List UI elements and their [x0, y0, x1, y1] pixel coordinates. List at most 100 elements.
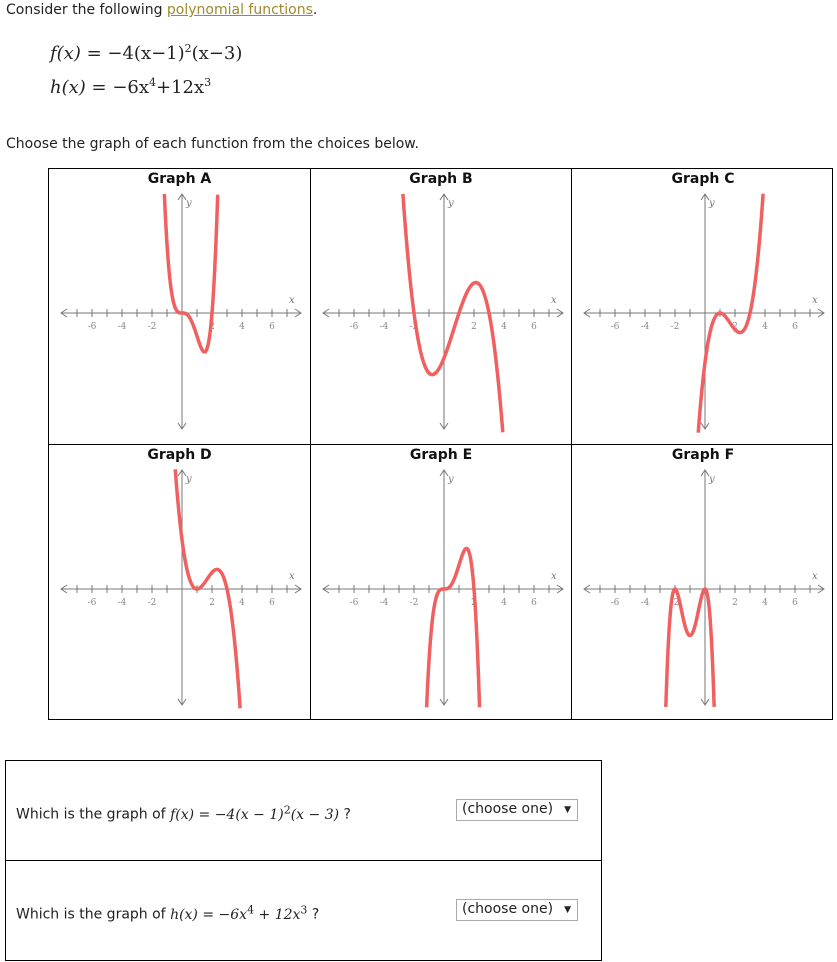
x-tick-label: 6: [792, 598, 798, 608]
function-curve: [424, 546, 482, 708]
function-curve: [664, 587, 716, 707]
f-exp: 2: [184, 42, 192, 55]
select-value: (choose one): [462, 801, 554, 817]
y-axis-arrows: [177, 193, 187, 430]
question-math: f(x) = −4(x − 1)2(x − 3): [170, 803, 340, 823]
x-tick-label: 4: [762, 598, 768, 608]
math-main: h(x) = −6x: [170, 906, 248, 923]
polynomial-functions-link[interactable]: polynomial functions: [166, 2, 313, 18]
x-tick-label: 6: [792, 322, 798, 332]
y-axis-arrows: [700, 193, 710, 430]
y-axis-arrows: [700, 469, 710, 706]
x-tick-label: -2: [671, 598, 680, 608]
math-rest: + 12x: [254, 906, 301, 923]
function-curve: [401, 193, 505, 434]
y-axis-arrows: [439, 193, 449, 430]
question-text: Which is the graph of h(x) = −6x4 + 12x3…: [16, 903, 319, 923]
question-prefix: Which is the graph of: [16, 806, 171, 823]
h-exp2: 3: [204, 76, 212, 89]
intro-text: Consider the following polynomial functi…: [6, 2, 317, 18]
question-suffix: ?: [339, 806, 351, 823]
x-tick-label: -6: [88, 322, 97, 332]
graph-cell-e: Graph E -6 -4 -2 2 4 6 x y: [311, 445, 572, 719]
y-axis-arrows: [177, 469, 187, 706]
x-axis-arrows: [322, 584, 564, 594]
x-tick-label: -4: [641, 598, 650, 608]
select-value: (choose one): [462, 901, 554, 917]
y-axis-label: y: [185, 474, 192, 485]
f-rhs2: (x−3): [191, 43, 243, 64]
graph-select-h[interactable]: (choose one) ▼: [456, 899, 578, 921]
x-tick-label: 4: [501, 322, 507, 332]
y-axis-label: y: [708, 474, 715, 485]
math-rest: (x − 3): [290, 806, 340, 823]
x-tick-label: -6: [350, 322, 359, 332]
graph-title: Graph F: [671, 447, 735, 463]
graph-plot: -6 -4 -2 2 4 6xy: [322, 193, 564, 434]
graph-plot: -6 -4 -2 2 4 6xy: [60, 193, 302, 430]
x-tick-label: 6: [269, 598, 275, 608]
x-axis-arrows: [60, 584, 302, 594]
h-mid: +12x: [156, 77, 205, 98]
x-tick-label: 6: [531, 322, 537, 332]
y-axis-label: y: [447, 474, 454, 485]
dropdown-arrow-icon: ▼: [564, 805, 571, 815]
x-tick-label: -2: [671, 322, 680, 332]
x-axis-arrows: [583, 584, 825, 594]
x-axis-label: x: [551, 295, 557, 306]
x-tick-label: 2: [732, 598, 738, 608]
graph-title: Graph C: [671, 171, 735, 187]
math-main: f(x) = −4(x − 1): [170, 806, 284, 823]
graph-title: Graph A: [147, 171, 212, 187]
graph-cell-f: Graph F -6 -4 -2 2 4 6 x y: [572, 445, 832, 719]
x-tick-label: -4: [118, 322, 127, 332]
graph-cell-d: Graph D -6 -4 -2 2 4 6 x y: [49, 445, 311, 719]
question-row-f: Which is the graph of f(x) = −4(x − 1)2(…: [6, 761, 601, 860]
question-math: h(x) = −6x4 + 12x3: [170, 903, 307, 923]
x-tick-label: -6: [350, 598, 359, 608]
x-tick-label: 4: [239, 598, 245, 608]
formula-f: f(x) = −4(x−1)2(x−3): [50, 42, 243, 64]
x-tick-label: 6: [531, 598, 537, 608]
dropdown-arrow-icon: ▼: [564, 905, 571, 915]
x-tick-label: -6: [611, 322, 620, 332]
y-axis-arrows: [439, 469, 449, 706]
x-axis-arrows: [583, 308, 825, 318]
h-lhs: h(x): [50, 77, 86, 98]
x-axis-label: x: [289, 295, 295, 306]
question-suffix: ?: [307, 906, 320, 923]
x-tick-label: -2: [410, 322, 419, 332]
x-tick-label: 2: [209, 598, 215, 608]
function-curve: [696, 193, 765, 434]
x-tick-label: -6: [611, 598, 620, 608]
x-tick-label: 2: [471, 322, 477, 332]
f-rhs: −4(x−1): [107, 43, 185, 64]
x-tick-label: -4: [380, 598, 389, 608]
x-tick-label: 6: [269, 322, 275, 332]
x-tick-label: -2: [410, 598, 419, 608]
graph-plot: -6 -4 -2 2 4 6 x y: [60, 468, 302, 709]
graph-cell-a: Graph A -6 -4 -2 2 4 6 x y: [49, 169, 311, 445]
x-axis-label: x: [812, 571, 818, 582]
graph-title: Graph D: [147, 447, 212, 463]
graph-title: Graph E: [409, 447, 473, 463]
x-axis-arrows: [60, 308, 302, 318]
x-tick-label: -4: [380, 322, 389, 332]
x-tick-label: 4: [239, 322, 245, 332]
x-tick-label: 4: [501, 598, 507, 608]
function-curve: [173, 468, 242, 709]
x-axis-label: x: [289, 571, 295, 582]
x-tick-label: 4: [762, 322, 768, 332]
x-tick-label: -2: [148, 598, 157, 608]
intro-prefix: Consider the following: [6, 2, 167, 18]
graph-select-f[interactable]: (choose one) ▼: [456, 799, 578, 821]
x-tick-label: -6: [88, 598, 97, 608]
x-tick-label: -4: [118, 598, 127, 608]
graph-plot: -6 -4 -2 2 4 6 x y: [583, 469, 825, 707]
question-row-h: Which is the graph of h(x) = −6x4 + 12x3…: [6, 860, 601, 960]
graph-grid: Graph A -6 -4 -2 2 4 6 x y Graph B -6 -4 -2 2 4 6 x y Grap…: [48, 168, 833, 720]
x-axis-arrows: [322, 308, 564, 318]
math-exp: 4: [247, 903, 255, 916]
graph-title: Graph B: [409, 171, 473, 187]
x-tick-label: -4: [641, 322, 650, 332]
